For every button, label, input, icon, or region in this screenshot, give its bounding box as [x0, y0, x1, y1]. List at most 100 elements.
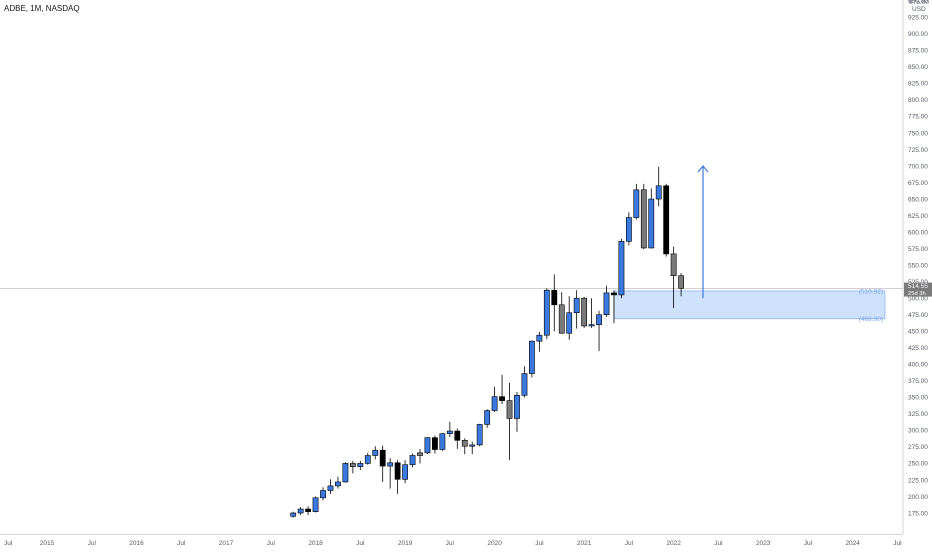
candle-body[interactable]	[290, 512, 297, 517]
y-tick-label: 775.00	[908, 114, 928, 121]
candle-body[interactable]	[581, 297, 588, 327]
y-tick-label: 750.00	[908, 130, 928, 137]
candle-body[interactable]	[588, 324, 595, 327]
candle-body[interactable]	[536, 334, 543, 342]
x-tick-label: 2016	[129, 540, 144, 547]
y-tick-label: 800.00	[908, 97, 928, 104]
zone-lower-label: (468.90)	[859, 316, 883, 323]
x-tick-label: 2018	[308, 540, 323, 547]
y-tick-label: 900.00	[908, 31, 928, 38]
y-tick-label-top: 975.00	[909, 0, 929, 6]
y-tick-label: 550.00	[908, 262, 928, 269]
y-tick-label: 825.00	[908, 81, 928, 88]
candle-body[interactable]	[484, 410, 491, 425]
candle-body[interactable]	[379, 449, 386, 467]
candle-body[interactable]	[349, 463, 356, 468]
price-axis-panel	[903, 0, 932, 550]
y-tick-label: 650.00	[908, 196, 928, 203]
candle-body[interactable]	[611, 292, 617, 296]
candle-body[interactable]	[491, 396, 498, 411]
candle-body[interactable]	[678, 275, 684, 289]
candle-body[interactable]	[573, 297, 580, 314]
x-tick-label: 2021	[577, 540, 592, 547]
candle-body[interactable]	[633, 189, 640, 218]
candle-body[interactable]	[417, 452, 423, 456]
symbol-label: ADBE, 1M, NASDAQ	[4, 4, 80, 13]
candle-body[interactable]	[528, 340, 535, 374]
candle-body[interactable]	[514, 395, 520, 419]
y-tick-label: 475.00	[908, 312, 928, 319]
candle-body[interactable]	[499, 396, 505, 401]
candle-body[interactable]	[342, 463, 349, 483]
candle-body[interactable]	[596, 314, 602, 325]
y-tick-label: 175.00	[908, 510, 928, 517]
y-tick-label: 200.00	[908, 494, 928, 501]
candle-body[interactable]	[670, 253, 677, 277]
candle-body[interactable]	[312, 497, 319, 512]
candle-body[interactable]	[543, 289, 550, 336]
x-tick-label: Jul	[267, 540, 276, 547]
candle-body[interactable]	[506, 400, 513, 419]
candle-body[interactable]	[663, 185, 670, 255]
candle-body[interactable]	[409, 455, 416, 466]
candle-body[interactable]	[461, 439, 468, 447]
y-tick-label: 350.00	[908, 395, 928, 402]
candle-body[interactable]	[357, 463, 364, 468]
y-tick-label: 700.00	[908, 163, 928, 170]
x-tick-label: 2017	[219, 540, 234, 547]
currency-label: USD	[912, 6, 926, 13]
y-tick-label: 425.00	[908, 345, 928, 352]
candle-body[interactable]	[469, 444, 476, 447]
x-tick-label: 2020	[487, 540, 502, 547]
target-arrow-head[interactable]	[697, 165, 709, 173]
candle-body[interactable]	[454, 430, 461, 441]
candle-body[interactable]	[566, 312, 573, 334]
candle-body[interactable]	[327, 485, 334, 491]
x-tick-label: Jul	[4, 540, 13, 547]
y-tick-label: 725.00	[908, 147, 928, 154]
candle-body[interactable]	[603, 292, 610, 316]
candle-body[interactable]	[387, 462, 394, 467]
candle-body[interactable]	[320, 490, 326, 499]
x-tick-label: 2019	[398, 540, 413, 547]
candle-body[interactable]	[439, 433, 446, 450]
y-tick-label: 525.00	[908, 279, 928, 286]
candle-body[interactable]	[446, 430, 453, 434]
candle-body[interactable]	[558, 304, 565, 334]
y-tick-label: 600.00	[908, 229, 928, 236]
x-tick-label: Jul	[446, 540, 455, 547]
candle-body[interactable]	[648, 198, 655, 249]
candle-body[interactable]	[625, 217, 632, 242]
x-tick-label: Jul	[177, 540, 186, 547]
candle-body[interactable]	[394, 462, 401, 480]
y-tick-label: 850.00	[908, 64, 928, 71]
x-tick-label: Jul	[804, 540, 813, 547]
x-tick-label: 2022	[666, 540, 681, 547]
y-tick-label: 275.00	[908, 444, 928, 451]
bar-countdown: 25d 3h	[908, 291, 926, 297]
candle-body[interactable]	[364, 455, 371, 464]
candle-body[interactable]	[372, 449, 379, 456]
candle-body[interactable]	[305, 508, 311, 512]
x-tick-label: Jul	[893, 540, 902, 547]
candle-body[interactable]	[432, 437, 438, 450]
candle-body[interactable]	[476, 424, 483, 446]
candle-body[interactable]	[551, 289, 558, 306]
candle-body[interactable]	[297, 508, 304, 514]
y-tick-label: 925.00	[908, 15, 928, 22]
candle-body[interactable]	[640, 189, 647, 249]
candle-body[interactable]	[655, 185, 662, 200]
x-tick-label: 2015	[40, 540, 55, 547]
x-tick-label: Jul	[356, 540, 365, 547]
candle-body[interactable]	[335, 481, 341, 487]
candle-body[interactable]	[402, 464, 408, 480]
candle-body[interactable]	[424, 437, 431, 454]
y-tick-label: 400.00	[908, 362, 928, 369]
candle-body[interactable]	[618, 241, 625, 296]
x-tick-label: Jul	[535, 540, 544, 547]
y-tick-label: 250.00	[908, 461, 928, 468]
demand-zone[interactable]	[613, 290, 886, 320]
candle-body[interactable]	[521, 373, 528, 396]
x-tick-label: Jul	[88, 540, 97, 547]
